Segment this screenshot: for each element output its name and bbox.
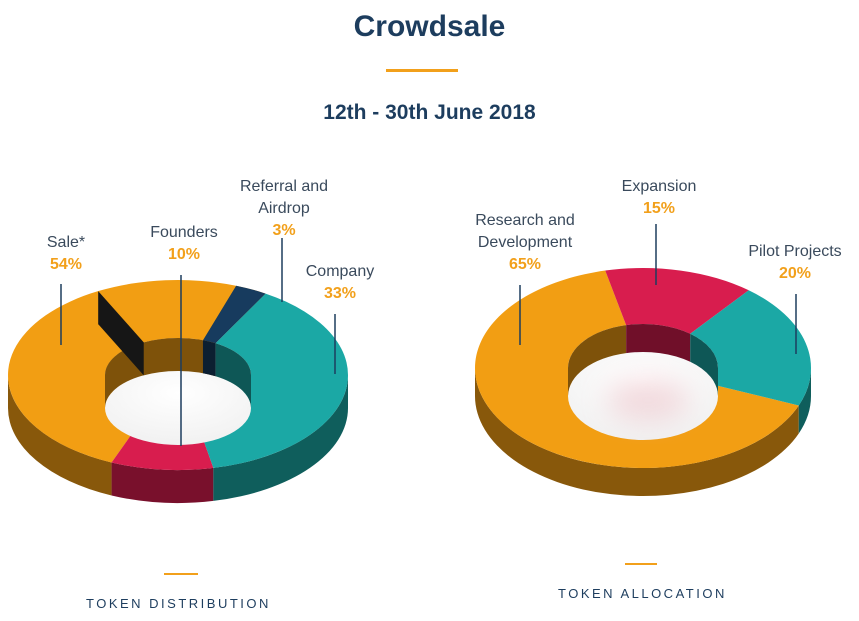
slice-expansion: [605, 267, 749, 334]
label-expansion: Expansion: [622, 178, 697, 195]
hole-floor: [105, 371, 251, 445]
pct-sale: 54%: [50, 256, 82, 273]
side-wall-research: [475, 368, 799, 497]
allocation-caption: TOKEN ALLOCATION: [558, 586, 727, 601]
inner-wall-referral: [202, 340, 216, 377]
side-wall-sale: [8, 375, 112, 496]
allocation-caption-rule: [625, 563, 657, 565]
sale-date: 12th - 30th June 2018: [323, 101, 536, 124]
slice-pilot: [690, 290, 812, 406]
token-distribution-chart: Sale* 54% Founders 10% Referral and Airdrop 3%…: [8, 178, 374, 503]
side-wall-company-wrap: [213, 375, 348, 501]
side-wall-pilot-wrap: [798, 368, 811, 434]
inner-wall-research: [568, 325, 627, 396]
slice-research: [475, 270, 799, 468]
label-company: Company: [306, 263, 374, 280]
distribution-caption: TOKEN DISTRIBUTION: [86, 596, 271, 611]
inner-wall-pilot: [690, 333, 718, 396]
pct-research: 65%: [509, 256, 541, 273]
pct-founders: 10%: [168, 246, 200, 263]
label-pilot: Pilot Projects: [748, 243, 841, 260]
slice-cap: [98, 291, 144, 376]
slice-referral: [202, 285, 266, 344]
pct-pilot: 20%: [779, 265, 811, 282]
label-research: Research and Development: [475, 212, 575, 251]
inner-wall-company: [215, 343, 251, 408]
label-founders: Founders: [150, 224, 218, 241]
label-sale: Sale*: [47, 234, 85, 251]
title-divider: [386, 69, 458, 72]
inner-wall-expansion: [626, 324, 691, 362]
pct-referral: 3%: [272, 222, 295, 239]
side-wall-founders: [111, 462, 214, 503]
pct-company: 33%: [324, 285, 356, 302]
pct-expansion: 15%: [643, 200, 675, 217]
slice-sale: [8, 280, 266, 463]
hole-reflection: [606, 378, 690, 422]
token-allocation-chart: Research and Development 65% Expansion 15% Pi…: [475, 178, 842, 497]
page-title: Crowdsale: [353, 10, 506, 43]
distribution-caption-rule: [164, 573, 198, 575]
label-referral: Referral and Airdrop: [240, 178, 328, 217]
